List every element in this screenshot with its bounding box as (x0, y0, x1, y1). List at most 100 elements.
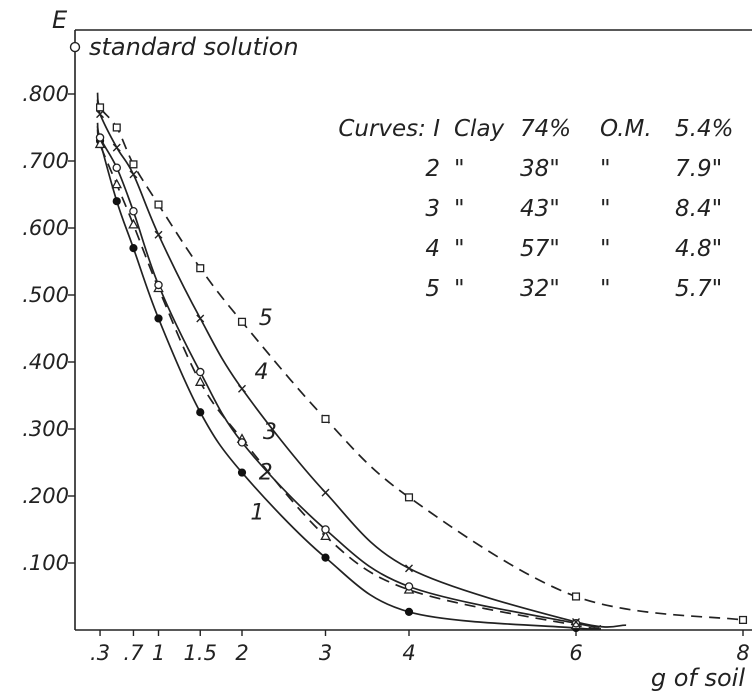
curve-5-point (196, 264, 205, 273)
curve-5-label: 5 (259, 306, 273, 331)
legend-cell: 4 (425, 236, 440, 262)
curve-4-point (196, 314, 205, 323)
curve-5-point (154, 200, 163, 209)
x-tick-label: 1 (152, 641, 165, 665)
curve-4-point (405, 564, 413, 573)
curve-5-point (404, 493, 414, 502)
legend-cell: 57" (520, 236, 560, 262)
curve-4-point (154, 230, 163, 239)
legend-cell: " (600, 156, 611, 182)
curve-3-label: 3 (263, 420, 277, 445)
y-ticks: .100 .200 .300 .400 .500 .600 .700 .800 (22, 82, 75, 575)
curve-4-label: 4 (255, 360, 269, 385)
curve-2-point (128, 218, 139, 229)
curve-1-point (129, 244, 138, 253)
y-tick-label: .800 (22, 82, 69, 106)
legend-cell: " (600, 236, 611, 262)
legend-cell: 3 (425, 196, 440, 222)
legend-cell: O.M. (600, 116, 652, 142)
legend-cell: 5.7" (675, 276, 722, 302)
y-tick-label: .500 (22, 283, 69, 307)
axes (74, 29, 752, 631)
legend-cell: 43" (520, 196, 560, 222)
curve-3-point (237, 438, 247, 447)
curve-1-point (196, 408, 205, 417)
x-tick-label: .3 (90, 641, 110, 665)
y-tick-label: .200 (22, 484, 69, 508)
y-tick-label: .600 (22, 216, 69, 240)
curve-3-point (129, 206, 138, 216)
curves (96, 92, 744, 631)
curve-5-point (571, 592, 581, 601)
legend-cell: Curves: I (338, 116, 440, 142)
legend-cell: 2 (425, 156, 440, 182)
curve-2-point (320, 530, 331, 541)
curve-2-point (194, 376, 206, 386)
curve-1-point (154, 314, 163, 323)
curve-3-point (571, 619, 581, 628)
legend-cell: 8.4" (675, 196, 722, 222)
curve-1-point (237, 468, 247, 477)
y-axis-title: E (52, 6, 68, 34)
y-tick-label: .300 (22, 417, 69, 441)
legend-cell: " (454, 276, 465, 302)
legend-cell: Clay (454, 116, 505, 142)
standard-solution-marker (69, 41, 81, 53)
legend: Curves: I Clay 74% O.M. 5.4% 2 " 38" " 7.9" 3 " 43" "… (338, 116, 733, 302)
x-tick-label: 8 (736, 641, 749, 665)
curve-1-point (112, 197, 121, 206)
curve-1-point (404, 607, 414, 617)
legend-cell: " (600, 196, 611, 222)
curve-4-point (112, 143, 121, 152)
curve-3-point (95, 133, 105, 142)
x-ticks: .3 .7 1 1.5 2 3 4 6 8 (90, 630, 750, 665)
curve-4-point (238, 384, 246, 393)
legend-cell: 4.8" (675, 236, 722, 262)
legend-cell: " (600, 276, 611, 302)
curve-2-point (111, 178, 123, 189)
curve-2-label: 2 (259, 460, 273, 485)
x-axis-title: g of soil (651, 664, 745, 691)
legend-cell: 32" (520, 276, 560, 302)
curve-5-point (112, 123, 121, 132)
curve-5-point (129, 160, 138, 169)
curve-5-point (738, 615, 748, 624)
markers (94, 103, 748, 633)
legend-cell: 7.9" (675, 156, 722, 182)
legend-cell: " (454, 196, 465, 222)
curve-3-point (195, 367, 205, 377)
curve-2-point (94, 138, 106, 149)
curve-5-line (96, 92, 744, 621)
x-tick-label: 6 (569, 641, 582, 665)
y-tick-label: .700 (22, 149, 69, 173)
curve-3-point (404, 582, 414, 591)
curve-5-point (96, 103, 105, 112)
curve-1-label: 1 (250, 500, 264, 525)
standard-solution-label: standard solution (89, 33, 299, 61)
legend-cell: " (454, 156, 465, 182)
curve-3-point (154, 280, 163, 290)
x-tick-label: 4 (402, 641, 415, 665)
curve-5-point (237, 317, 247, 326)
x-tick-label: .7 (123, 641, 144, 665)
curve-labels: 1 2 3 4 5 (250, 306, 277, 525)
legend-cell: 5 (425, 276, 440, 302)
curve-4-point (129, 170, 138, 179)
legend-cell: 74% (520, 116, 571, 142)
x-tick-label: 2 (235, 641, 248, 665)
curve-3-point (321, 525, 330, 534)
curve-3-point (112, 163, 122, 172)
curve-4-point (321, 488, 330, 497)
legend-cell: " (454, 236, 465, 262)
curve-4-point (96, 110, 105, 119)
curve-5-point (321, 414, 330, 423)
x-tick-label: 3 (319, 641, 332, 665)
legend-cell: 38" (520, 156, 560, 182)
curve-4-point (572, 617, 580, 626)
legend-cell: 5.4% (675, 116, 733, 142)
y-tick-label: .400 (22, 350, 69, 374)
curve-1-point (321, 553, 330, 562)
x-tick-label: 1.5 (184, 641, 217, 665)
y-tick-label: .100 (22, 551, 69, 575)
